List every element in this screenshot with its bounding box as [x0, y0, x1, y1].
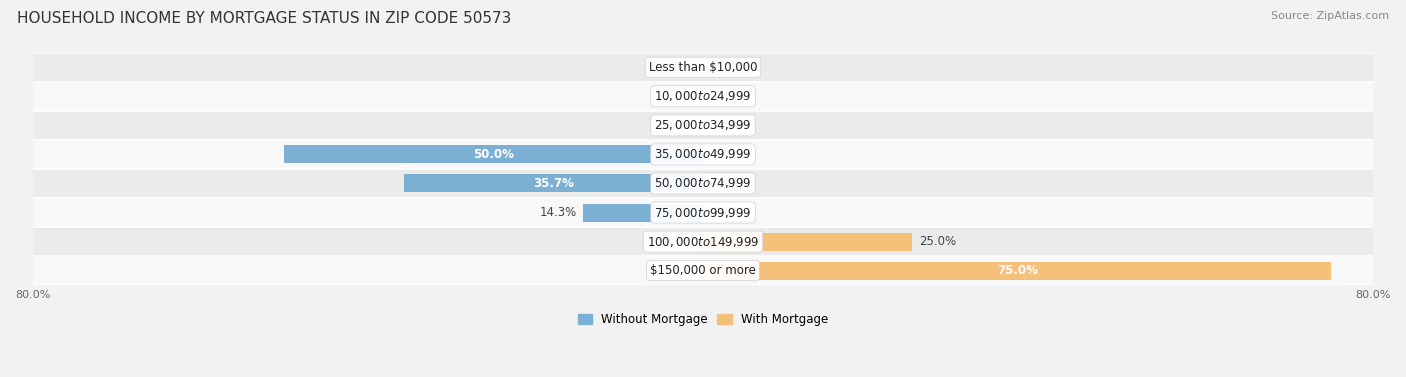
Text: Source: ZipAtlas.com: Source: ZipAtlas.com — [1271, 11, 1389, 21]
Text: 0.0%: 0.0% — [713, 177, 742, 190]
Text: $25,000 to $34,999: $25,000 to $34,999 — [654, 118, 752, 132]
Bar — [404, 175, 703, 193]
Text: 25.0%: 25.0% — [920, 235, 956, 248]
Text: $35,000 to $49,999: $35,000 to $49,999 — [654, 147, 752, 161]
Text: 0.0%: 0.0% — [664, 235, 693, 248]
Bar — [703, 233, 912, 251]
Text: 0.0%: 0.0% — [713, 61, 742, 74]
Bar — [703, 262, 1331, 280]
Text: 0.0%: 0.0% — [713, 148, 742, 161]
Bar — [32, 82, 1374, 111]
Text: 0.0%: 0.0% — [713, 206, 742, 219]
Bar — [32, 111, 1374, 140]
Text: HOUSEHOLD INCOME BY MORTGAGE STATUS IN ZIP CODE 50573: HOUSEHOLD INCOME BY MORTGAGE STATUS IN Z… — [17, 11, 512, 26]
Text: 50.0%: 50.0% — [472, 148, 515, 161]
Bar — [583, 204, 703, 222]
Text: $75,000 to $99,999: $75,000 to $99,999 — [654, 205, 752, 219]
Bar — [32, 256, 1374, 285]
Bar — [32, 198, 1374, 227]
Text: 35.7%: 35.7% — [533, 177, 574, 190]
Text: 0.0%: 0.0% — [713, 119, 742, 132]
Bar — [32, 53, 1374, 82]
Text: 75.0%: 75.0% — [997, 264, 1038, 277]
Text: 0.0%: 0.0% — [664, 90, 693, 103]
Legend: Without Mortgage, With Mortgage: Without Mortgage, With Mortgage — [574, 308, 832, 330]
Text: 0.0%: 0.0% — [713, 90, 742, 103]
Text: $50,000 to $74,999: $50,000 to $74,999 — [654, 176, 752, 190]
Text: Less than $10,000: Less than $10,000 — [648, 61, 758, 74]
Bar — [32, 227, 1374, 256]
Bar — [284, 146, 703, 163]
Text: 14.3%: 14.3% — [540, 206, 576, 219]
Bar — [32, 169, 1374, 198]
Bar — [32, 140, 1374, 169]
Text: 0.0%: 0.0% — [664, 119, 693, 132]
Text: $150,000 or more: $150,000 or more — [650, 264, 756, 277]
Text: $100,000 to $149,999: $100,000 to $149,999 — [647, 234, 759, 248]
Text: 0.0%: 0.0% — [664, 264, 693, 277]
Text: $10,000 to $24,999: $10,000 to $24,999 — [654, 89, 752, 103]
Text: 0.0%: 0.0% — [664, 61, 693, 74]
